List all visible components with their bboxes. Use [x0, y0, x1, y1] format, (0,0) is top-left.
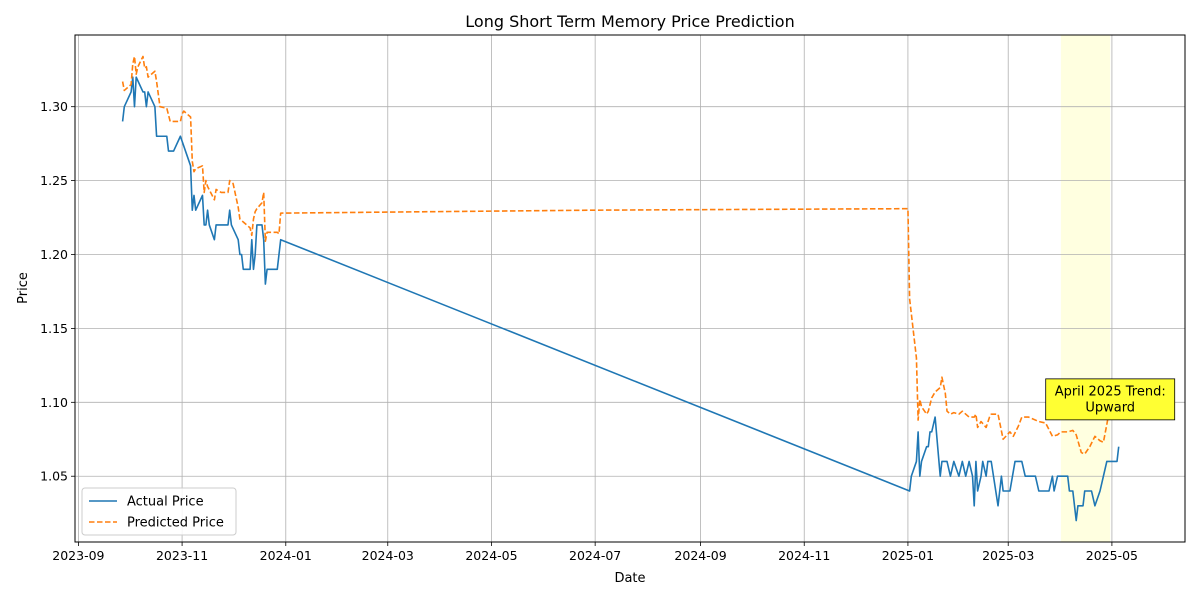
x-tick-label: 2024-11 — [778, 548, 830, 563]
x-tick-label: 2025-01 — [882, 548, 934, 563]
series-line-predicted-price — [121, 55, 1111, 455]
series-line-actual-price — [121, 76, 1120, 522]
x-tick-label: 2024-01 — [260, 548, 312, 563]
y-tick-label: 1.15 — [40, 321, 68, 336]
x-tick-label: 2024-07 — [569, 548, 621, 563]
annotation-box — [1045, 378, 1176, 421]
x-tick-label: 2023-11 — [156, 548, 208, 563]
chart-title: Long Short Term Memory Price Prediction — [465, 12, 794, 31]
plot-frame — [74, 34, 1186, 543]
legend-box — [81, 487, 237, 536]
y-axis-title: Price — [16, 272, 31, 304]
x-axis-title: Date — [614, 571, 645, 586]
annotation-text: Upward — [1085, 400, 1135, 415]
y-tick-label: 1.20 — [40, 247, 68, 262]
x-tick-label: 2024-05 — [465, 548, 517, 563]
x-tick-label: 2025-05 — [1086, 548, 1138, 563]
x-tick-label: 2025-03 — [982, 548, 1034, 563]
plot-area — [75, 35, 1185, 542]
x-tick-label: 2023-09 — [52, 548, 104, 563]
highlight-band — [1060, 35, 1111, 542]
x-tick-label: 2024-03 — [362, 548, 414, 563]
y-tick-label: 1.30 — [40, 99, 68, 114]
legend-label: Predicted Price — [127, 516, 224, 531]
x-tick-label: 2024-09 — [674, 548, 726, 563]
y-tick-label: 1.10 — [40, 395, 68, 410]
legend-label: Actual Price — [127, 495, 204, 510]
y-tick-label: 1.25 — [40, 173, 68, 188]
annotation-text: April 2025 Trend: — [1055, 384, 1166, 399]
y-tick-label: 1.05 — [40, 469, 68, 484]
